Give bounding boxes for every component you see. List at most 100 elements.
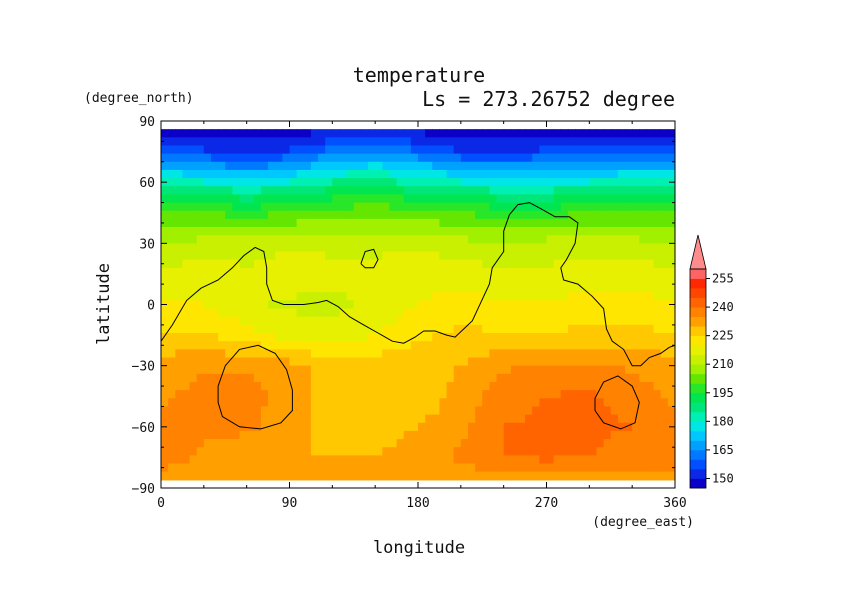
- temperature-cell: [332, 251, 341, 261]
- temperature-cell: [210, 218, 219, 228]
- temperature-cell: [460, 186, 469, 195]
- temperature-cell: [646, 292, 655, 302]
- temperature-cell: [560, 406, 569, 416]
- temperature-cell: [503, 178, 512, 187]
- temperature-cell: [610, 129, 619, 138]
- temperature-cell: [239, 186, 248, 195]
- temperature-cell: [403, 169, 412, 179]
- temperature-cell: [268, 169, 276, 179]
- temperature-cell: [510, 169, 519, 179]
- temperature-cell: [567, 227, 576, 236]
- temperature-cell: [582, 137, 590, 147]
- temperature-cell: [610, 186, 619, 195]
- temperature-cell: [425, 341, 433, 350]
- temperature-cell: [539, 381, 548, 391]
- temperature-cell: [282, 267, 291, 277]
- temperature-cell: [196, 137, 205, 147]
- temperature-cell: [318, 210, 326, 220]
- temperature-cell: [653, 300, 662, 310]
- temperature-cell: [268, 243, 276, 253]
- temperature-cell: [489, 316, 498, 326]
- temperature-cell: [453, 259, 462, 269]
- temperature-cell: [239, 430, 248, 440]
- temperature-cell: [667, 381, 675, 391]
- temperature-cell: [239, 357, 248, 367]
- temperature-cell: [503, 194, 512, 204]
- temperature-cell: [332, 129, 341, 138]
- temperature-cell: [510, 235, 519, 244]
- temperature-cell: [603, 267, 612, 277]
- temperature-cell: [660, 129, 669, 138]
- temperature-cell: [268, 439, 276, 448]
- temperature-cell: [196, 349, 205, 359]
- temperature-cell: [275, 292, 283, 302]
- temperature-cell: [375, 300, 383, 310]
- temperature-cell: [296, 169, 305, 179]
- temperature-cell: [510, 471, 519, 481]
- temperature-cell: [175, 365, 184, 375]
- temperature-cell: [639, 218, 648, 228]
- temperature-cell: [196, 333, 205, 342]
- temperature-cell: [467, 390, 476, 399]
- temperature-cell: [510, 463, 519, 473]
- temperature-cell: [425, 324, 433, 334]
- temperature-cell: [418, 145, 426, 155]
- temperature-cell: [382, 186, 391, 195]
- temperature-cell: [196, 202, 205, 212]
- temperature-cell: [175, 406, 184, 416]
- temperature-cell: [596, 341, 605, 350]
- temperature-cell: [368, 398, 376, 408]
- temperature-cell: [403, 357, 412, 367]
- temperature-cell: [203, 463, 212, 473]
- temperature-cell: [353, 292, 362, 302]
- temperature-cell: [589, 251, 598, 261]
- temperature-cell: [532, 447, 540, 456]
- temperature-cell: [446, 349, 455, 359]
- colorbar-extend-arrow: [689, 234, 707, 270]
- temperature-cell: [596, 390, 605, 399]
- temperature-cell: [175, 357, 184, 367]
- temperature-cell: [325, 373, 333, 383]
- temperature-cell: [339, 422, 348, 432]
- temperature-cell: [310, 243, 319, 253]
- colorbar-swatch: [690, 326, 706, 337]
- temperature-cell: [610, 284, 619, 293]
- temperature-cell: [510, 439, 519, 448]
- temperature-cell: [339, 275, 348, 285]
- temperature-cell: [425, 471, 433, 481]
- temperature-cell: [196, 463, 205, 473]
- temperature-cell: [517, 145, 526, 155]
- temperature-cell: [168, 145, 176, 155]
- temperature-cell: [467, 218, 476, 228]
- temperature-cell: [582, 422, 590, 432]
- temperature-cell: [667, 430, 675, 440]
- temperature-cell: [246, 316, 255, 326]
- temperature-cell: [617, 227, 626, 236]
- temperature-cell: [567, 178, 576, 187]
- temperature-cell: [318, 235, 326, 244]
- temperature-cell: [403, 455, 412, 465]
- temperature-cell: [503, 447, 512, 456]
- temperature-cell: [303, 243, 312, 253]
- temperature-cell: [375, 414, 383, 424]
- temperature-cell: [646, 178, 655, 187]
- temperature-cell: [225, 292, 233, 302]
- temperature-cell: [510, 129, 519, 138]
- temperature-cell: [375, 333, 383, 342]
- temperature-cell: [218, 227, 226, 236]
- temperature-cell: [610, 275, 619, 285]
- temperature-cell: [303, 365, 312, 375]
- temperature-cell: [203, 284, 212, 293]
- temperature-cell: [339, 292, 348, 302]
- contour-line: [594, 375, 640, 430]
- temperature-cell: [260, 235, 269, 244]
- temperature-cell: [539, 349, 548, 359]
- temperature-cell: [610, 447, 619, 456]
- temperature-cell: [382, 137, 391, 147]
- temperature-cell: [289, 455, 298, 465]
- temperature-cell: [203, 161, 212, 171]
- temperature-cell: [439, 218, 448, 228]
- temperature-cell: [168, 308, 176, 318]
- temperature-cell: [410, 300, 419, 310]
- temperature-cell: [525, 471, 533, 481]
